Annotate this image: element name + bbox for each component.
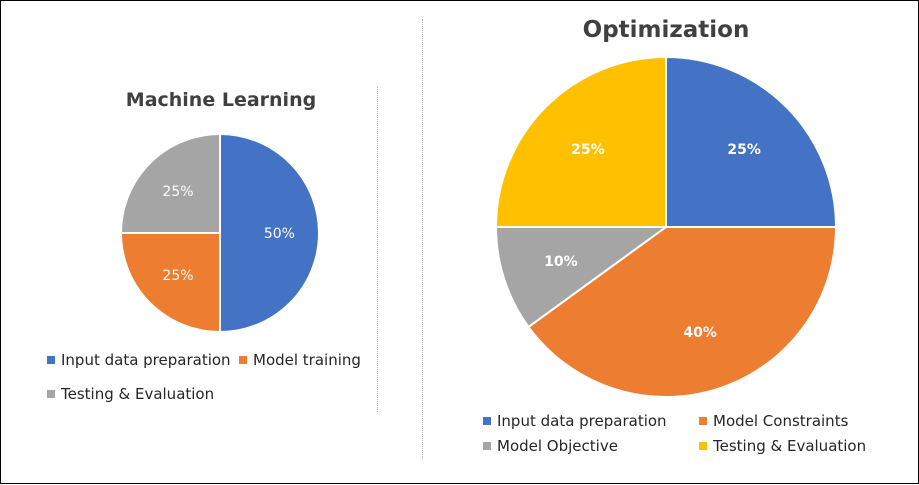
legend-item: Testing & Evaluation — [47, 385, 214, 403]
legend-item: Model training — [239, 351, 361, 369]
slice-data-label: 10% — [544, 254, 578, 270]
pie-slice — [527, 226, 838, 398]
legend-label: Model Constraints — [713, 412, 849, 430]
legend-item: Input data preparation — [47, 351, 231, 369]
legend-item: Input data preparation — [483, 412, 667, 430]
pie-slice — [665, 55, 838, 228]
divider-line — [422, 19, 423, 459]
slice-data-label: 25% — [162, 268, 193, 284]
legend-label: Input data preparation — [497, 412, 667, 430]
legend-swatch-icon — [47, 356, 55, 364]
ml-chart-title: Machine Learning — [125, 89, 317, 111]
slice-data-label: 25% — [162, 184, 193, 200]
legend-item: Model Objective — [483, 437, 618, 455]
legend-swatch-icon — [699, 442, 707, 450]
legend-label: Model training — [253, 351, 361, 369]
pie-slice — [119, 132, 221, 234]
pie-slice — [494, 226, 670, 329]
legend-swatch-icon — [239, 356, 247, 364]
pie-slice — [494, 55, 667, 228]
legend-label: Model Objective — [497, 437, 618, 455]
legend-label: Testing & Evaluation — [713, 437, 867, 455]
legend-swatch-icon — [699, 417, 707, 425]
legend-swatch-icon — [483, 417, 491, 425]
slice-data-label: 25% — [727, 142, 761, 158]
legend-label: Testing & Evaluation — [61, 385, 215, 403]
divider-line — [377, 87, 378, 412]
pie-slice — [119, 232, 221, 334]
legend-label: Input data preparation — [61, 351, 231, 369]
legend-item: Model Constraints — [699, 412, 848, 430]
slice-data-label: 50% — [264, 226, 295, 242]
slice-data-label: 25% — [571, 142, 605, 158]
optimization-chart-title: Optimization — [582, 17, 750, 43]
slice-data-label: 40% — [683, 325, 717, 341]
pie-slice — [219, 132, 320, 334]
legend-item: Testing & Evaluation — [699, 437, 866, 455]
legend-swatch-icon — [47, 390, 55, 398]
legend-swatch-icon — [483, 442, 491, 450]
